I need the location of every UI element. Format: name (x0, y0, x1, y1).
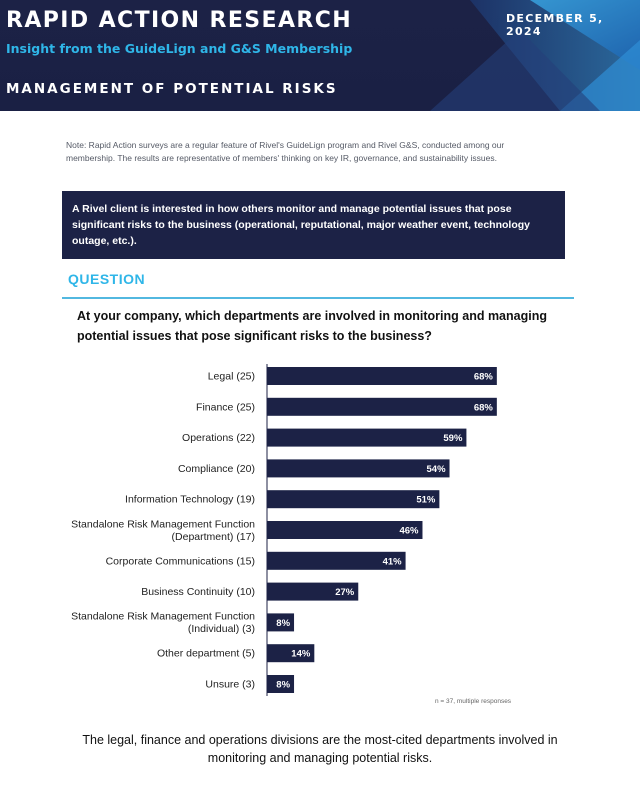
category-label-line: Legal (25) (208, 371, 255, 383)
category-label: Business Continuity (10) (141, 586, 255, 598)
category-label: Other department (5) (157, 648, 255, 660)
category-label-line: Finance (25) (196, 401, 255, 413)
category-label: Finance (25) (196, 401, 255, 413)
bar (267, 613, 295, 632)
bar-value-label: 46% (399, 526, 419, 537)
sample-size-note: n = 37, multiple responses (435, 698, 512, 705)
question-divider (62, 297, 574, 299)
category-label-line: Information Technology (19) (125, 494, 255, 506)
survey-note: Note: Rapid Action surveys are a regular… (66, 140, 505, 163)
callout-text: A Rivel client is interested in how othe… (72, 203, 531, 247)
context-callout: A Rivel client is interested in how othe… (62, 191, 565, 259)
category-label-line: (Individual) (3) (188, 623, 255, 635)
category-label: Unsure (3) (205, 679, 255, 691)
section-title: MANAGEMENT OF POTENTIAL RISKS (6, 81, 338, 97)
bar-value-label: 27% (335, 587, 355, 598)
category-label: Corporate Communications (15) (106, 555, 255, 567)
category-label-line: (Department) (17) (172, 531, 255, 543)
category-label: Standalone Risk Management Function (Indi… (71, 611, 255, 636)
bar-value-label: 51% (416, 495, 436, 506)
category-label-line: Compliance (20) (178, 463, 255, 475)
category-label-line: Corporate Communications (15) (106, 555, 255, 567)
bar-value-label: 68% (474, 372, 494, 383)
bar (267, 428, 467, 447)
bar-value-label: 59% (443, 433, 463, 444)
category-label: Operations (22) (182, 432, 255, 444)
category-label-line: Other department (5) (157, 648, 255, 660)
category-label: Compliance (20) (178, 463, 255, 475)
bar-value-label: 8% (276, 680, 290, 691)
question-text: At your company, which departments are i… (77, 309, 547, 343)
category-label-line: Operations (22) (182, 432, 255, 444)
bar-value-label: 41% (383, 556, 403, 567)
category-label-line: Standalone Risk Management Function (71, 518, 255, 530)
bar-value-label: 14% (291, 649, 311, 660)
question-heading: QUESTION (68, 271, 146, 287)
category-label: Information Technology (19) (125, 494, 255, 506)
category-label: Legal (25) (208, 371, 255, 383)
bar (267, 644, 315, 663)
bar (267, 675, 295, 693)
report-subtitle: Insight from the GuideLign and G&S Membe… (6, 41, 353, 56)
report-date: DECEMBER 5, 2024 (506, 12, 604, 38)
bar (267, 367, 497, 385)
bar (267, 490, 440, 509)
category-label-line: Unsure (3) (205, 679, 255, 691)
bar-value-label: 54% (427, 464, 447, 475)
bar (267, 582, 359, 601)
header-banner: RAPID ACTION RESEARCH DECEMBER 5, 2024 I… (0, 0, 640, 111)
summary-text: The legal, finance and operations divisi… (82, 733, 558, 765)
category-label-line: Standalone Risk Management Function (71, 611, 255, 623)
bar (267, 551, 406, 570)
bar (267, 459, 450, 478)
category-label-line: Business Continuity (10) (141, 586, 255, 598)
bar (267, 397, 497, 416)
category-label: Standalone Risk Management Function (Depa… (71, 518, 255, 543)
banner-decoration (430, 0, 640, 111)
bar-chart: Legal (25) 68% Finance (25) 68% Operations (… (71, 364, 497, 696)
bar (267, 521, 423, 539)
report-title: RAPID ACTION RESEARCH (6, 8, 353, 33)
bar-value-label: 8% (276, 618, 290, 629)
bar-value-label: 68% (474, 402, 494, 413)
